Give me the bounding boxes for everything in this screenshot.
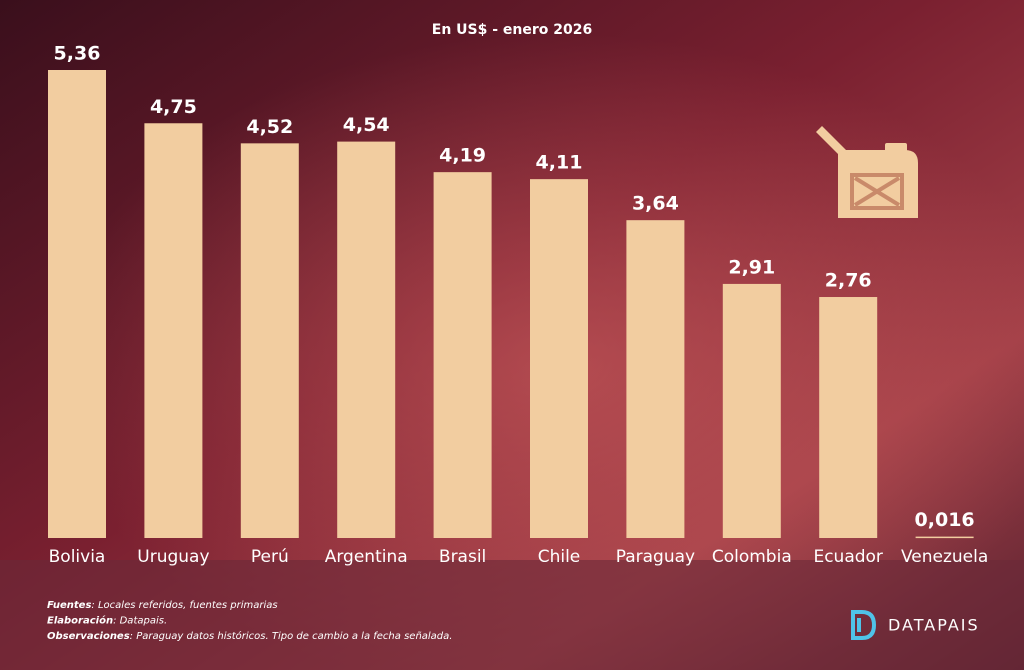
bar bbox=[337, 141, 396, 538]
logo-text: DATAPAIS bbox=[888, 616, 980, 635]
logo: DATAPAIS bbox=[851, 610, 980, 640]
note-text: : Paraguay datos históricos. Tipo de cam… bbox=[130, 630, 453, 642]
x-tick-label: Uruguay bbox=[137, 547, 209, 567]
bar bbox=[433, 172, 492, 538]
value-label: 4,52 bbox=[246, 116, 293, 138]
note: Observaciones: Paraguay datos históricos… bbox=[47, 630, 452, 642]
fuel-can-icon bbox=[816, 126, 918, 218]
note-text: : Datapais. bbox=[113, 616, 167, 627]
note: Elaboración: Datapais. bbox=[47, 615, 167, 627]
value-label: 5,36 bbox=[54, 43, 101, 65]
value-label: 4,11 bbox=[536, 152, 583, 174]
subtitle: En US$ - enero 2026 bbox=[432, 22, 592, 38]
note-label: Elaboración bbox=[47, 615, 113, 627]
value-label: 4,19 bbox=[439, 145, 486, 167]
bar bbox=[240, 143, 299, 539]
x-tick-label: Argentina bbox=[325, 547, 408, 567]
x-tick-label: Ecuador bbox=[813, 547, 882, 567]
x-tick-label: Perú bbox=[251, 547, 289, 567]
value-label: 0,016 bbox=[915, 509, 975, 531]
note: Fuentes: Locales referidos, fuentes prim… bbox=[47, 600, 278, 611]
note-text: : Locales referidos, fuentes primarias bbox=[91, 600, 277, 611]
value-label: 2,76 bbox=[825, 270, 872, 292]
bar bbox=[626, 220, 685, 538]
bar bbox=[915, 536, 974, 539]
bar bbox=[819, 297, 878, 538]
bar bbox=[48, 70, 106, 538]
notes: Fuentes: Locales referidos, fuentes prim… bbox=[47, 600, 452, 642]
x-tick-label: Chile bbox=[538, 547, 581, 567]
note-label: Observaciones bbox=[47, 631, 130, 642]
x-tick-label: Venezuela bbox=[901, 547, 988, 567]
bar bbox=[722, 283, 781, 538]
note-label: Fuentes bbox=[47, 600, 91, 611]
x-tick-label: Paraguay bbox=[616, 547, 695, 567]
bar bbox=[530, 179, 588, 538]
x-tick-label: Colombia bbox=[712, 547, 792, 567]
value-label: 2,91 bbox=[728, 256, 775, 278]
value-label: 4,54 bbox=[343, 114, 390, 136]
value-label: 4,75 bbox=[150, 96, 197, 118]
bar bbox=[144, 123, 203, 538]
x-tick-label: Bolivia bbox=[49, 547, 106, 567]
value-label: 3,64 bbox=[632, 193, 679, 215]
x-tick-label: Brasil bbox=[439, 547, 486, 567]
